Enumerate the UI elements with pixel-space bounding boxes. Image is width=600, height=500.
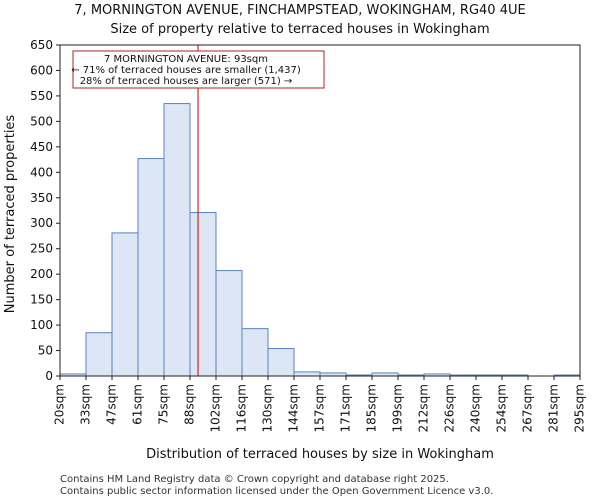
bar-102sqm [215, 270, 243, 377]
x-tick-label: 88sqm [183, 384, 197, 425]
y-tick-label: 50 [38, 344, 53, 358]
x-tick-label: 116sqm [235, 384, 249, 432]
x-tick-label: 144sqm [287, 384, 301, 432]
bar-75sqm [163, 103, 191, 377]
y-tick-label: 400 [30, 165, 53, 179]
y-tick-label: 100 [30, 318, 53, 332]
annotation-line-3: 28% of terraced houses are larger (571) … [80, 76, 293, 87]
plot-frame [59, 44, 581, 377]
chart-title: 7, MORNINGTON AVENUE, FINCHAMPSTEAD, WOK… [74, 3, 525, 18]
bar-144sqm [293, 371, 321, 377]
x-tick-label: 281sqm [547, 384, 561, 432]
bar-47sqm [111, 232, 139, 377]
y-tick-label: 550 [30, 89, 53, 103]
x-axis-ticks: 20sqm 33sqm 47sqm 61sqm 75sqm 88sqm 102sqm 116s… [53, 376, 587, 432]
y-tick-label: 200 [30, 267, 53, 281]
y-axis-label: Number of terraced properties [3, 115, 18, 314]
bar-33sqm [85, 332, 113, 377]
x-tick-label: 47sqm [105, 384, 119, 425]
x-tick-label: 130sqm [261, 384, 275, 432]
x-tick-label: 33sqm [79, 384, 93, 425]
x-tick-label: 212sqm [417, 384, 431, 432]
x-tick-label: 226sqm [443, 384, 457, 432]
x-tick-label: 157sqm [313, 384, 327, 432]
annotation-line-2: ← 71% of terraced houses are smaller (1,… [71, 65, 301, 76]
x-tick-label: 199sqm [391, 384, 405, 432]
annotation-line-1: 7 MORNINGTON AVENUE: 93sqm [104, 54, 268, 65]
y-tick-label: 650 [30, 38, 53, 52]
y-axis-ticks: 0 50 100 150 200 250 300 350 400 450 500 550 600 650 [30, 38, 60, 383]
y-tick-label: 350 [30, 191, 53, 205]
x-tick-label: 267sqm [521, 384, 535, 432]
x-tick-label: 102sqm [209, 384, 223, 432]
bar-61sqm [137, 158, 165, 377]
y-tick-label: 500 [30, 114, 53, 128]
y-tick-label: 0 [45, 369, 53, 383]
x-tick-label: 240sqm [469, 384, 483, 432]
x-tick-label: 254sqm [495, 384, 509, 432]
y-tick-label: 150 [30, 293, 53, 307]
y-tick-label: 250 [30, 242, 53, 256]
bar-130sqm [267, 348, 295, 377]
x-tick-label: 75sqm [157, 384, 171, 425]
footer-line-2: Contains public sector information licen… [60, 486, 493, 497]
bar-88sqm [189, 212, 217, 377]
y-tick-label: 600 [30, 63, 53, 77]
chart-subtitle: Size of property relative to terraced ho… [110, 22, 489, 37]
annotation-box [72, 50, 325, 89]
x-tick-label: 20sqm [53, 384, 67, 425]
x-tick-label: 61sqm [131, 384, 145, 425]
x-axis-label: Distribution of terraced houses by size … [146, 447, 494, 462]
y-tick-label: 450 [30, 140, 53, 154]
x-tick-label: 185sqm [365, 384, 379, 432]
y-tick-label: 300 [30, 216, 53, 230]
footer-line-1: Contains HM Land Registry data © Crown c… [60, 474, 449, 485]
bars-group [59, 103, 581, 377]
x-tick-label: 295sqm [573, 384, 587, 432]
x-tick-label: 171sqm [339, 384, 353, 432]
bar-116sqm [241, 328, 269, 377]
